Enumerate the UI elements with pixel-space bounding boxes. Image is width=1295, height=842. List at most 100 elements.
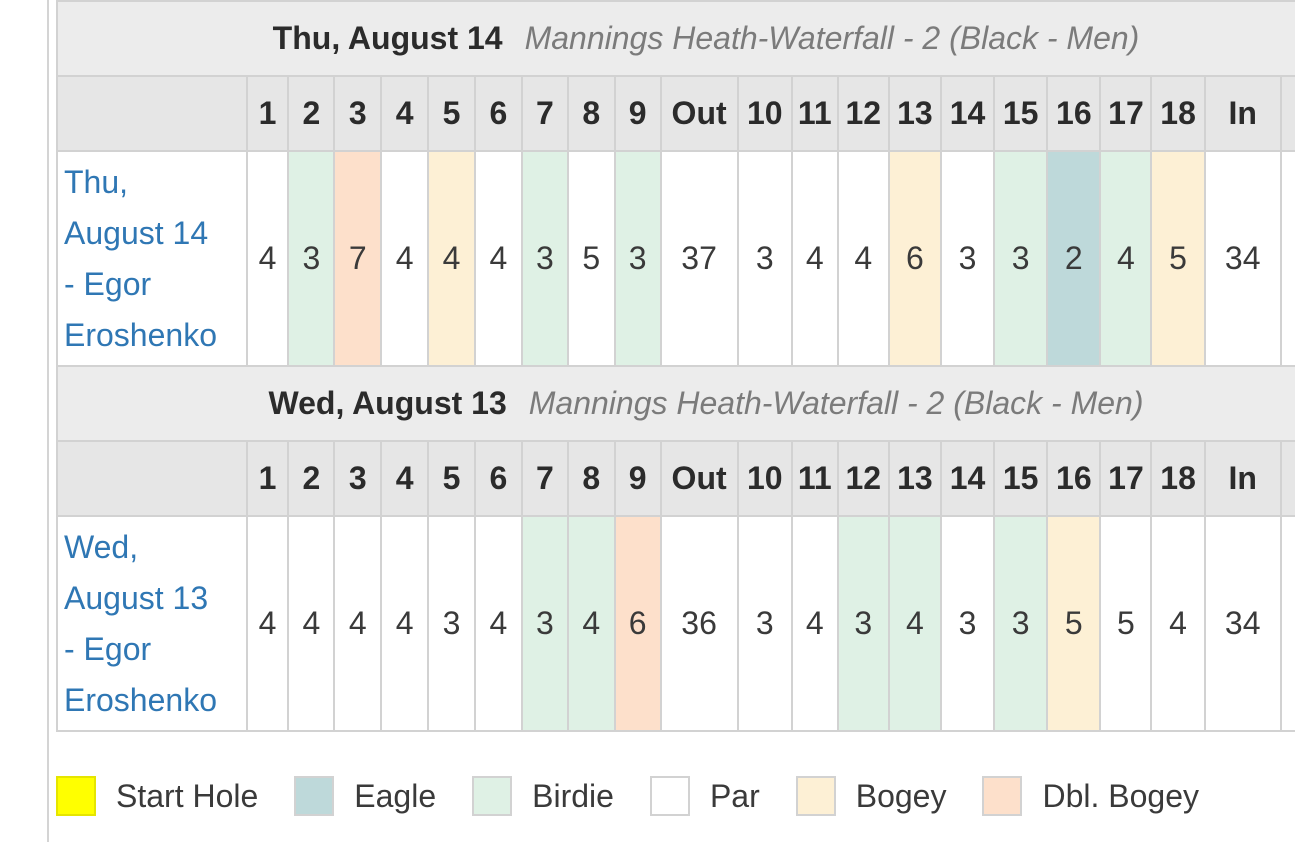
hole-score: 4 xyxy=(245,150,290,367)
hole-number: 10 xyxy=(736,75,793,152)
player-link-line[interactable]: Thu, xyxy=(64,163,129,200)
hole-number: 16 xyxy=(1046,440,1102,517)
hole-number: 11 xyxy=(790,75,839,152)
hole-score: 4 xyxy=(474,150,523,367)
hole-score: 3 xyxy=(993,150,1049,367)
hole-score: 3 xyxy=(993,515,1049,732)
hole-number: 17 xyxy=(1099,75,1153,152)
round-header: Wed, August 13 Mannings Heath-Waterfall -… xyxy=(56,365,1295,442)
round-header: Thu, August 14 Mannings Heath-Waterfall -… xyxy=(56,0,1295,77)
hole-score: 2 xyxy=(1046,150,1102,367)
hole-number: 15 xyxy=(993,440,1049,517)
hole-score: 6 xyxy=(613,515,662,732)
player-link-line[interactable]: - Egor xyxy=(64,630,152,667)
hole-score xyxy=(1279,515,1295,732)
hole-score: 34 xyxy=(1203,515,1282,732)
hole-number: 1 xyxy=(245,75,290,152)
hole-number: 2 xyxy=(287,75,336,152)
hole-score: 4 xyxy=(245,515,290,732)
course-name: Mannings Heath-Waterfall - 2 (Black - Me… xyxy=(524,20,1140,56)
hole-number: 18 xyxy=(1150,75,1206,152)
hole-score: 3 xyxy=(613,150,662,367)
player-link-line[interactable]: August 14 xyxy=(64,214,209,251)
hole-number: 15 xyxy=(993,75,1049,152)
hole-number: 9 xyxy=(613,440,662,517)
left-border xyxy=(47,0,49,842)
player-link-line[interactable]: Eroshenko xyxy=(64,681,217,718)
player-link-line[interactable]: - Egor xyxy=(64,265,152,302)
hole-score: 4 xyxy=(790,515,839,732)
hole-score: 4 xyxy=(380,150,430,367)
hole-score: 3 xyxy=(836,515,890,732)
hole-number: In xyxy=(1203,440,1282,517)
player-link-line[interactable]: August 13 xyxy=(64,579,209,616)
hole-score: 4 xyxy=(287,515,336,732)
hole-number: 8 xyxy=(566,75,616,152)
player-round-link[interactable]: Wed, August 13 - Egor Eroshenko xyxy=(56,515,248,732)
player-link-line[interactable]: Eroshenko xyxy=(64,316,217,353)
hole-number: 6 xyxy=(474,75,523,152)
hole-number: 7 xyxy=(520,75,569,152)
legend-label: Bogey xyxy=(855,777,947,814)
round-date: Wed, August 13 xyxy=(268,385,507,421)
hole-score: 5 xyxy=(1046,515,1102,732)
hole-number: 2 xyxy=(287,440,336,517)
hole-number: 17 xyxy=(1099,440,1153,517)
hole-number: T xyxy=(1279,440,1295,517)
hole-number: 16 xyxy=(1046,75,1102,152)
hole-number: 13 xyxy=(887,75,942,152)
hole-score: 4 xyxy=(427,150,476,367)
hole-score: 36 xyxy=(659,515,739,732)
course-name: Mannings Heath-Waterfall - 2 (Black - Me… xyxy=(528,385,1144,421)
hole-number: Out xyxy=(659,75,739,152)
hole-number: T xyxy=(1279,75,1295,152)
hole-number: 11 xyxy=(790,440,839,517)
legend-item-eagle: Eagle xyxy=(294,776,436,816)
hole-number: 18 xyxy=(1150,440,1206,517)
hole-score: 4 xyxy=(566,515,616,732)
player-round-link[interactable]: Thu, August 14 - Egor Eroshenko xyxy=(56,150,248,367)
hole-score: 4 xyxy=(790,150,839,367)
legend-item-dbogey: Dbl. Bogey xyxy=(982,776,1199,816)
hole-number: 12 xyxy=(836,440,890,517)
legend-item-start: Start Hole xyxy=(56,776,258,816)
hole-number: In xyxy=(1203,75,1282,152)
hole-score: 5 xyxy=(1150,150,1206,367)
hole-number: 13 xyxy=(887,440,942,517)
legend-label: Par xyxy=(709,777,760,814)
scorecards-container: Thu, August 14 Mannings Heath-Waterfall -… xyxy=(56,0,1295,740)
hole-score: 37 xyxy=(659,150,739,367)
player-link-line[interactable]: Wed, xyxy=(64,528,139,565)
hole-number: 1 xyxy=(245,440,290,517)
hole-number: 14 xyxy=(939,75,996,152)
hole-score: 4 xyxy=(1099,150,1153,367)
hole-number: Out xyxy=(659,440,739,517)
round-header-row: Thu, August 14 Mannings Heath-Waterfall -… xyxy=(56,0,1295,77)
hole-score: 3 xyxy=(287,150,336,367)
hole-score: 3 xyxy=(736,150,793,367)
legend-item-par: Par xyxy=(649,776,760,816)
round-date: Thu, August 14 xyxy=(272,20,503,56)
legend-swatch xyxy=(472,776,513,816)
hole-score: 3 xyxy=(939,515,996,732)
legend-swatch xyxy=(795,776,836,816)
hole-score: 7 xyxy=(333,150,383,367)
legend-item-birdie: Birdie xyxy=(472,776,614,816)
hole-score: 3 xyxy=(427,515,476,732)
hole-score: 3 xyxy=(520,515,569,732)
hole-number: 5 xyxy=(427,440,476,517)
hole-score: 4 xyxy=(836,150,890,367)
legend-label: Start Hole xyxy=(116,777,259,814)
hole-score: 4 xyxy=(333,515,383,732)
score-legend: Start Hole Eagle Birdie Par Bogey Dbl. Bogey xyxy=(56,776,1235,816)
hole-number: 10 xyxy=(736,440,793,517)
legend-label: Birdie xyxy=(532,777,614,814)
legend-swatch xyxy=(649,776,690,816)
hole-score: 4 xyxy=(380,515,430,732)
hole-number: 4 xyxy=(380,440,430,517)
hole-number: 4 xyxy=(380,75,430,152)
hole-score: 3 xyxy=(939,150,996,367)
hole-row-gutter xyxy=(56,75,248,152)
